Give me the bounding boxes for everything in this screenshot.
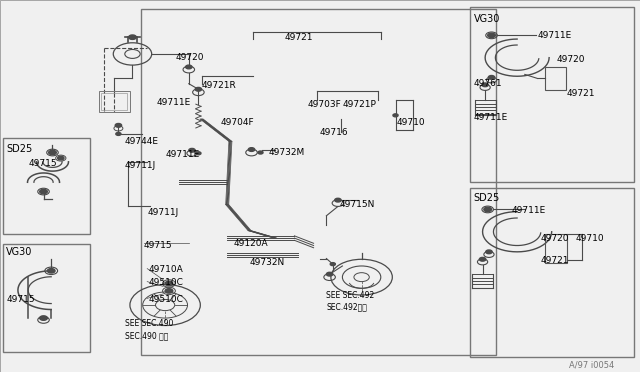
Text: 49711E: 49711E <box>157 98 191 107</box>
Circle shape <box>326 272 333 276</box>
Text: 49120A: 49120A <box>234 239 268 248</box>
Text: 49711J: 49711J <box>147 208 179 217</box>
Circle shape <box>115 124 122 127</box>
Text: 49710: 49710 <box>576 234 605 243</box>
Text: SD25: SD25 <box>474 193 500 203</box>
Text: 49720: 49720 <box>557 55 586 64</box>
Text: 49715: 49715 <box>29 159 58 168</box>
Text: 49721: 49721 <box>285 33 314 42</box>
Text: VG30: VG30 <box>474 14 500 23</box>
Text: 49715: 49715 <box>144 241 173 250</box>
Text: 49711E: 49711E <box>474 113 508 122</box>
Circle shape <box>189 148 195 152</box>
Text: 49711E: 49711E <box>538 31 572 40</box>
Text: 49710: 49710 <box>397 118 426 127</box>
Bar <box>3 138 90 234</box>
Circle shape <box>49 150 56 155</box>
Bar <box>3 244 90 352</box>
Circle shape <box>58 156 64 160</box>
Circle shape <box>488 76 495 79</box>
Text: SD25: SD25 <box>6 144 33 154</box>
Text: 49704F: 49704F <box>221 118 255 127</box>
Circle shape <box>116 132 121 135</box>
Text: 49721R: 49721R <box>202 81 236 90</box>
Text: 49721P: 49721P <box>342 100 376 109</box>
Circle shape <box>488 33 495 38</box>
Text: 49721: 49721 <box>541 256 570 265</box>
Text: 49715: 49715 <box>6 295 35 304</box>
Circle shape <box>335 198 341 202</box>
Bar <box>545 234 567 263</box>
Circle shape <box>330 263 335 266</box>
Text: SEC.492参照: SEC.492参照 <box>326 302 367 311</box>
Circle shape <box>486 250 492 254</box>
Text: A/97 i0054: A/97 i0054 <box>569 361 614 370</box>
Circle shape <box>47 269 55 273</box>
Text: 49732N: 49732N <box>250 258 285 267</box>
Text: 49761: 49761 <box>474 79 502 88</box>
Circle shape <box>129 35 136 39</box>
Bar <box>470 188 634 357</box>
Text: 49711J: 49711J <box>125 161 156 170</box>
Circle shape <box>195 87 202 91</box>
Text: 49710A: 49710A <box>148 265 183 274</box>
Circle shape <box>165 289 173 293</box>
Text: 49716: 49716 <box>320 128 349 137</box>
Text: SEC.490 参照: SEC.490 参照 <box>125 331 169 340</box>
Circle shape <box>40 316 47 320</box>
Circle shape <box>165 281 173 286</box>
Bar <box>545 67 566 90</box>
Circle shape <box>482 83 488 87</box>
Text: SEE SEC.490: SEE SEC.490 <box>125 319 174 328</box>
Text: 49703F: 49703F <box>307 100 341 109</box>
Circle shape <box>479 257 486 261</box>
Text: 49721: 49721 <box>566 89 595 97</box>
Text: 49732M: 49732M <box>269 148 305 157</box>
Bar <box>99 91 130 112</box>
Circle shape <box>196 152 201 155</box>
Text: 49711E: 49711E <box>512 206 547 215</box>
Text: 49510C: 49510C <box>148 295 183 304</box>
Circle shape <box>186 65 192 69</box>
Text: 49744E: 49744E <box>125 137 159 146</box>
Text: VG30: VG30 <box>6 247 33 257</box>
Bar <box>470 7 634 182</box>
Circle shape <box>40 189 47 194</box>
Bar <box>101 93 127 110</box>
Circle shape <box>248 148 255 151</box>
Text: 49715N: 49715N <box>339 200 374 209</box>
Text: 49711E: 49711E <box>165 150 200 159</box>
Circle shape <box>393 114 398 117</box>
Text: SEE SEC.492: SEE SEC.492 <box>326 291 374 300</box>
Bar <box>141 9 496 355</box>
Circle shape <box>258 151 263 154</box>
Text: 49720: 49720 <box>541 234 570 243</box>
Text: 49510C: 49510C <box>148 278 183 287</box>
Circle shape <box>484 207 492 212</box>
Text: 49720: 49720 <box>176 53 205 62</box>
